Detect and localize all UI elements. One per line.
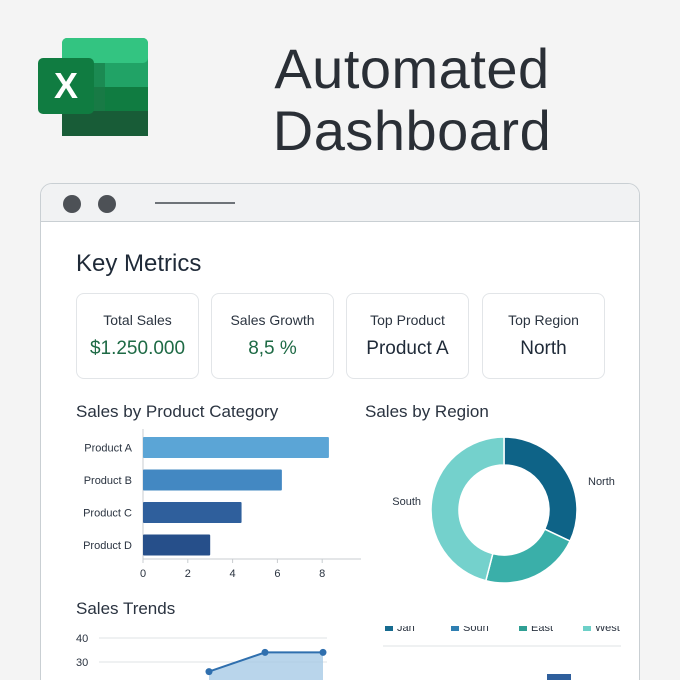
trends-chart-title: Sales Trends — [76, 599, 176, 618]
metric-value: $1.250.000 — [89, 338, 186, 359]
x-tick-label: 6 — [274, 568, 280, 580]
legend-swatch — [583, 626, 591, 631]
trend-point-2 — [261, 648, 269, 656]
legend-swatch — [519, 626, 527, 631]
region-chart-title: Sales by Region — [365, 402, 489, 421]
address-bar-line — [155, 202, 235, 204]
bar-label-1: Product A — [84, 443, 132, 455]
trend-area — [209, 652, 323, 680]
metric-card-top-region: Top Region North — [482, 293, 605, 379]
metric-label: Total Sales — [103, 312, 172, 328]
window-minimize-button[interactable] — [98, 195, 116, 213]
trend-point-1 — [205, 668, 213, 676]
y-tick-label: 40 — [76, 633, 88, 645]
x-tick-label: 2 — [185, 568, 191, 580]
bar-4 — [143, 534, 211, 556]
donut-slice-east — [484, 528, 572, 584]
region-donut-chart: North East South — [392, 436, 615, 614]
metric-value: Product A — [366, 338, 449, 359]
donut-label-south: South — [392, 496, 421, 508]
metric-card-sales-growth: Sales Growth 8,5 % — [211, 293, 334, 379]
window-titlebar — [41, 184, 639, 222]
legend-swatch — [451, 626, 459, 631]
product-bar-chart: Product A Product B Product C Product D 0 2 4 6… — [83, 429, 361, 580]
legend-label-west: West — [595, 626, 620, 634]
metric-label: Sales Growth — [230, 312, 315, 328]
donut-label-north: North — [588, 476, 615, 488]
sales-trends-chart: 40 30 Jan Soun East West — [76, 626, 621, 680]
legend-label-east: East — [531, 626, 553, 634]
metric-value: North — [520, 338, 567, 359]
bar-label-3: Product C — [83, 508, 132, 520]
logo-letter: X — [54, 65, 78, 106]
bar-3 — [143, 502, 242, 523]
dashboard-window: Key Metrics Total Sales $1.250.000 Sales… — [40, 183, 640, 680]
key-metrics-title: Key Metrics — [76, 250, 202, 277]
trend-point-3 — [319, 648, 327, 656]
bar-2 — [143, 469, 282, 491]
y-tick-label: 30 — [76, 657, 88, 669]
legend-label-soun: Soun — [463, 626, 489, 634]
bar-1 — [143, 437, 329, 458]
product-chart-title: Sales by Product Category — [76, 402, 279, 421]
bar-label-4: Product D — [83, 540, 132, 552]
x-tick-label: 8 — [319, 568, 325, 580]
region-bar — [547, 674, 571, 680]
bar-label-2: Product B — [84, 475, 132, 487]
page-title: Automated Dashboard — [212, 38, 612, 162]
metric-label: Top Region — [508, 312, 579, 328]
metric-value: 8,5 % — [248, 338, 297, 359]
metric-card-top-product: Top Product Product A — [346, 293, 469, 379]
legend-swatch — [385, 626, 393, 631]
legend-label-jan: Jan — [397, 626, 415, 634]
donut-label-east: East — [480, 613, 502, 614]
title-line-1: Automated — [274, 37, 550, 100]
donut-slice-south — [430, 436, 505, 582]
donut-slice-north — [503, 436, 578, 543]
x-tick-label: 0 — [140, 568, 146, 580]
metric-label: Top Product — [370, 312, 445, 328]
window-close-button[interactable] — [63, 195, 81, 213]
excel-logo-icon: X — [38, 38, 148, 136]
title-line-2: Dashboard — [272, 99, 552, 162]
metric-card-total-sales: Total Sales $1.250.000 — [76, 293, 199, 379]
x-tick-label: 4 — [230, 568, 236, 580]
